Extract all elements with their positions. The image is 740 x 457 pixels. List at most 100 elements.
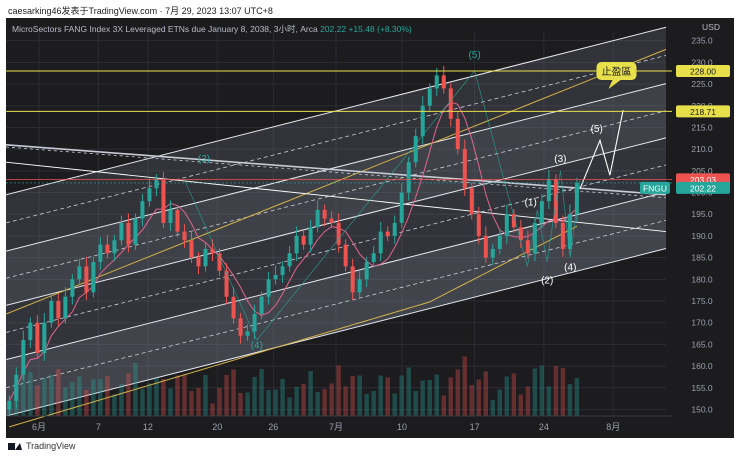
candle-body: [133, 218, 138, 245]
trend-channel-line: [6, 248, 667, 417]
y-tick-label: 165.0: [691, 339, 713, 349]
candle-body: [280, 266, 285, 275]
candle-body: [364, 261, 369, 280]
volume-bar: [252, 377, 257, 416]
volume-bar: [203, 375, 208, 416]
yellow-trendline: [6, 48, 667, 315]
x-tick-label: 20: [212, 422, 222, 432]
candle-body: [329, 218, 334, 223]
candle-body: [413, 136, 418, 163]
candle-body: [315, 209, 320, 228]
trend-channel-midline: [6, 219, 667, 389]
y-tick-label: 210.0: [691, 144, 713, 154]
volume-bar: [119, 384, 124, 416]
candle-body: [462, 149, 467, 189]
volume-bar: [140, 389, 145, 416]
candle-body: [119, 222, 124, 241]
candle-body: [427, 88, 432, 106]
candle-body: [525, 240, 530, 254]
candle-body: [385, 231, 390, 236]
candle-body: [168, 209, 173, 223]
candle-body: [210, 248, 215, 254]
volume-bar: [49, 374, 54, 416]
volume-bar: [560, 368, 566, 416]
volume-bar: [189, 391, 194, 416]
candle-body: [21, 340, 26, 375]
volume-bar: [77, 376, 82, 416]
candle-body: [336, 222, 341, 245]
price-axis: [672, 18, 734, 438]
x-tick-label: 10: [397, 422, 407, 432]
volume-bar: [518, 394, 524, 416]
candle-body: [70, 279, 75, 297]
volume-bar: [420, 380, 425, 416]
volume-bar: [154, 378, 159, 416]
candle-body: [224, 270, 229, 297]
volume-bar: [56, 369, 61, 416]
x-tick-label: 7: [96, 422, 101, 432]
volume-bar: [217, 388, 222, 416]
volume-bar: [147, 383, 152, 416]
callout-text: 止盈區: [602, 66, 632, 78]
candle-body: [63, 296, 68, 319]
volume-bar: [280, 379, 285, 416]
candle-body: [497, 235, 502, 249]
chart-panel[interactable]: (5) (3) (4) (1) (2) (3) (4) (5) 止盈區 150.0 155.0 160…: [6, 18, 734, 438]
candle-body: [154, 179, 159, 189]
volume-bar: [70, 382, 75, 416]
candle-body: [105, 244, 110, 254]
candle-body: [35, 322, 40, 354]
y-tick-label: 170.0: [691, 318, 713, 328]
volume-bar: [98, 379, 103, 416]
candle-body: [532, 222, 537, 254]
wave-label: (2): [541, 276, 553, 287]
volume-bar: [126, 373, 131, 416]
tradingview-logo-icon: [8, 442, 22, 451]
volume-bar: [357, 375, 362, 416]
volume-bar: [490, 400, 496, 416]
candle-body: [343, 244, 348, 267]
chart-legend: MicroSectors FANG Index 3X Leveraged ETN…: [12, 23, 412, 35]
y-tick-label: 215.0: [691, 122, 713, 132]
chart-canvas[interactable]: (5) (3) (4) (1) (2) (3) (4) (5) 止盈區 150.0 155.0 160…: [6, 18, 734, 438]
candle-body: [350, 266, 355, 293]
volume-bar: [91, 379, 96, 416]
volume-bar: [105, 376, 110, 416]
candle-body: [189, 240, 194, 258]
candle-body: [175, 209, 180, 232]
candle-body: [518, 227, 523, 241]
moving-average-pink: [8, 101, 578, 402]
candle-body: [84, 266, 89, 293]
ticker-badge: [640, 181, 670, 194]
volume-bar: [210, 403, 215, 416]
volume-bar: [567, 384, 573, 416]
volume-bar: [511, 373, 517, 416]
wave-label: (1): [525, 198, 537, 209]
volume-bar: [427, 380, 432, 416]
volume-bar: [35, 385, 40, 416]
volume-bar: [553, 366, 559, 416]
candle-body: [14, 374, 19, 401]
volume-bar: [406, 367, 411, 416]
candle-body: [490, 248, 495, 258]
candle-body: [112, 240, 117, 254]
volume-bar: [238, 393, 243, 416]
volume-bar: [399, 375, 404, 416]
volume-bar: [462, 356, 467, 416]
candle-body: [196, 257, 201, 267]
candle-body: [91, 261, 96, 293]
candle-body: [28, 322, 33, 341]
volume-bar: [504, 376, 510, 416]
candle-body: [203, 248, 208, 267]
x-tick-label: 26: [268, 422, 278, 432]
price-badge-text: 202.22: [690, 183, 716, 193]
candle-body: [49, 301, 54, 323]
y-tick-label: 155.0: [691, 383, 713, 393]
y-tick-label: 185.0: [691, 253, 713, 263]
wave-label: (4): [564, 263, 576, 274]
price-badge: [676, 65, 730, 78]
candle-body: [378, 231, 383, 254]
volume-bar: [350, 376, 355, 416]
volume-bar: [231, 369, 236, 416]
candle-body: [483, 235, 488, 258]
